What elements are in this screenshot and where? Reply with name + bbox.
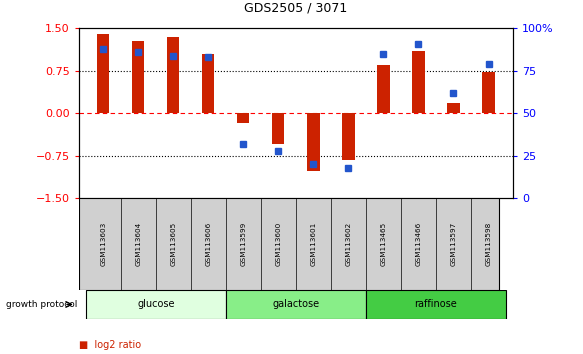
Bar — [377, 65, 389, 113]
Text: GSM113605: GSM113605 — [170, 222, 176, 266]
Bar — [202, 54, 215, 113]
Text: glucose: glucose — [137, 299, 174, 309]
Text: galactose: galactose — [272, 299, 319, 309]
Text: GSM113604: GSM113604 — [135, 222, 141, 266]
Text: GDS2505 / 3071: GDS2505 / 3071 — [244, 1, 347, 14]
Text: growth protocol: growth protocol — [6, 300, 77, 309]
Bar — [132, 41, 145, 113]
Bar — [307, 113, 319, 171]
Text: GSM113598: GSM113598 — [486, 222, 491, 266]
Text: GSM113606: GSM113606 — [205, 222, 211, 266]
Bar — [272, 113, 285, 144]
Bar — [167, 37, 180, 113]
Bar — [366, 290, 506, 319]
Bar — [237, 113, 250, 124]
Text: GSM113599: GSM113599 — [240, 222, 247, 266]
Text: GSM113602: GSM113602 — [345, 222, 352, 266]
Text: GSM113466: GSM113466 — [416, 222, 422, 266]
Text: ■  log2 ratio: ■ log2 ratio — [79, 340, 141, 350]
Text: GSM113465: GSM113465 — [381, 222, 387, 266]
Bar — [412, 51, 424, 113]
Bar — [86, 290, 226, 319]
Text: GSM113597: GSM113597 — [451, 222, 456, 266]
Text: GSM113603: GSM113603 — [100, 222, 106, 266]
Bar — [97, 34, 110, 113]
Bar — [342, 113, 354, 160]
Text: raffinose: raffinose — [415, 299, 457, 309]
Bar — [226, 290, 366, 319]
Bar — [447, 103, 459, 113]
Text: GSM113600: GSM113600 — [275, 222, 282, 266]
Bar — [482, 73, 494, 113]
Text: GSM113601: GSM113601 — [310, 222, 317, 266]
